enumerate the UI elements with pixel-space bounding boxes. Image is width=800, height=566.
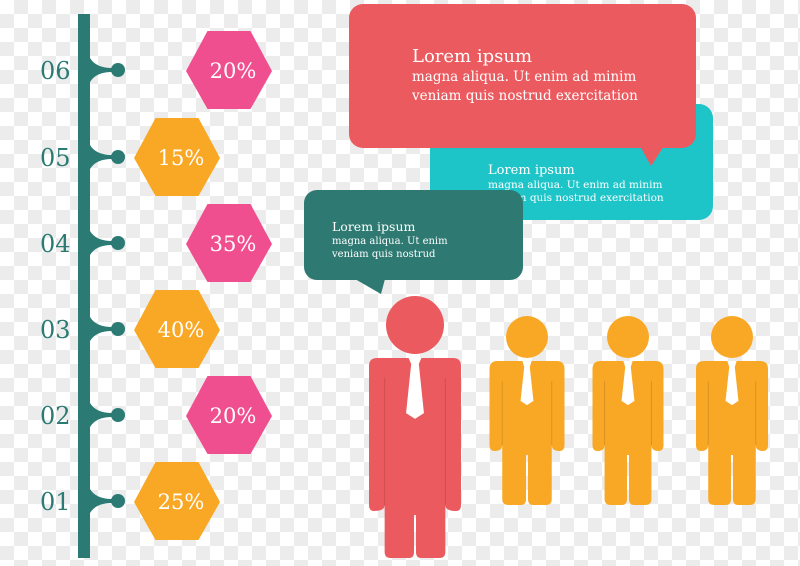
step-label: 03 [40, 316, 71, 344]
connector [90, 317, 112, 341]
person-body [696, 361, 768, 505]
person-leader [369, 296, 461, 558]
person-body [489, 361, 565, 505]
timeline-step: 04 35% [40, 204, 272, 282]
hexagon [134, 290, 220, 368]
hexagon [134, 118, 220, 196]
timeline-bar [78, 14, 90, 558]
connector-dot [111, 408, 125, 422]
bubble-text: magna aliqua. Ut enim ad minim [412, 69, 636, 85]
percentage-value: 20% [210, 59, 257, 83]
bubble-text: magna aliqua. Ut enim [332, 236, 448, 247]
step-label: 05 [40, 144, 71, 172]
timeline-step: 06 20% [40, 31, 272, 109]
person-body [592, 361, 664, 505]
hexagon [186, 204, 272, 282]
tie-icon [406, 358, 424, 419]
hexagon [186, 31, 272, 109]
timeline-step: 02 20% [40, 376, 272, 454]
bubble-title: Lorem ipsum [488, 163, 575, 178]
hexagon [186, 376, 272, 454]
speech-bubble-teal: Lorem ipsum magna aliqua. Ut enim veniam… [304, 190, 523, 294]
person-head [506, 316, 548, 358]
person [489, 316, 565, 505]
bubble-text: veniam quis nostrud exercitation [411, 88, 638, 104]
speech-bubble-red: Lorem ipsum magna aliqua. Ut enim ad min… [349, 4, 696, 166]
step-label: 06 [40, 57, 71, 85]
person-head [607, 316, 649, 358]
connector [90, 145, 112, 169]
bubble-text: veniam quis nostrud exercitation [487, 192, 664, 204]
connector [90, 489, 112, 513]
percentage-value: 15% [158, 146, 205, 170]
percentage-value: 35% [210, 232, 257, 256]
connector [90, 231, 112, 255]
bubble-text: magna aliqua. Ut enim ad minim [488, 179, 662, 191]
person-head [711, 316, 753, 358]
percentage-value: 40% [158, 318, 205, 342]
connector-dot [111, 150, 125, 164]
connector-dot [111, 322, 125, 336]
step-label: 02 [40, 402, 71, 430]
connector-dot [111, 236, 125, 250]
connector-dot [111, 494, 125, 508]
step-label: 04 [40, 230, 71, 258]
percentage-value: 20% [210, 404, 257, 428]
connector [90, 403, 112, 427]
connector [90, 58, 112, 82]
tie-icon [621, 361, 635, 406]
person-body [369, 358, 461, 558]
tie-icon [725, 361, 739, 406]
timeline-step: 03 40% [40, 290, 220, 368]
step-label: 01 [40, 488, 71, 516]
timeline-step: 05 15% [40, 118, 220, 196]
person-head [386, 296, 444, 354]
timeline-step: 01 25% [40, 462, 220, 540]
person [696, 316, 768, 505]
hexagon [134, 462, 220, 540]
bubble-title: Lorem ipsum [332, 219, 415, 234]
percentage-value: 25% [158, 490, 205, 514]
tie-icon [520, 361, 534, 406]
person [592, 316, 664, 505]
connector-dot [111, 63, 125, 77]
bubble-title: Lorem ipsum [412, 46, 532, 67]
bubble-text: veniam quis nostrud [331, 249, 436, 260]
